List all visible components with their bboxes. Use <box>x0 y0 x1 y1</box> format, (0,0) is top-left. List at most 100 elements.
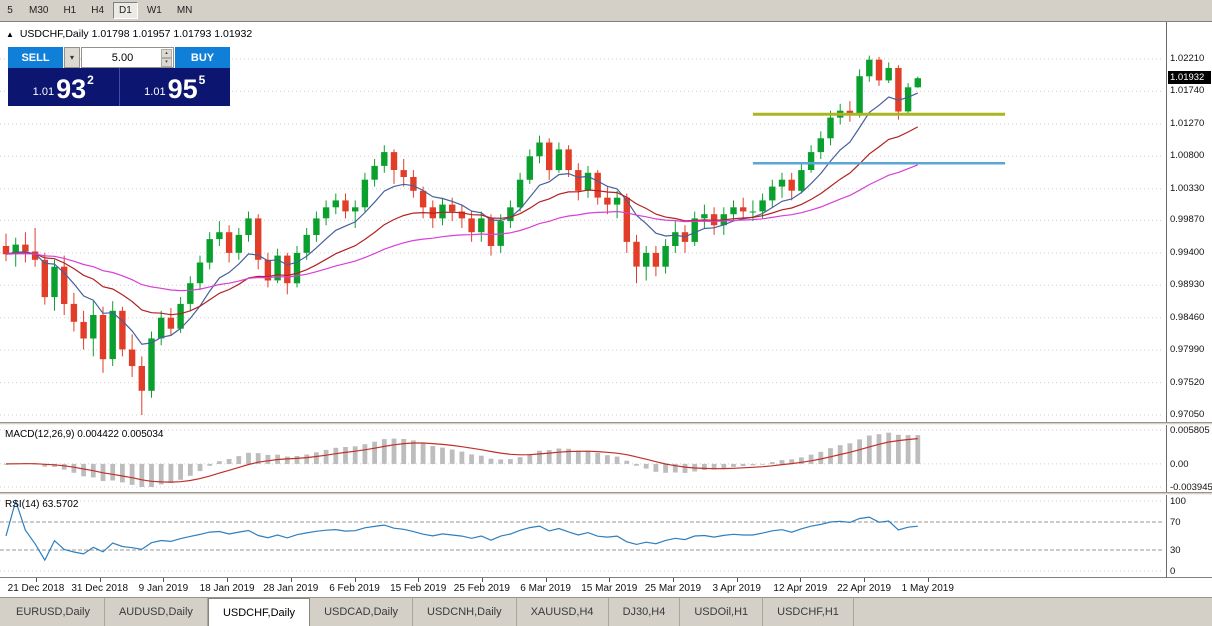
timeframe-button-h1[interactable]: H1 <box>63 5 77 16</box>
panel-splitter[interactable] <box>0 422 1212 425</box>
timeframe-button-d1[interactable]: D1 <box>113 2 138 19</box>
lot-dropdown-button[interactable]: ▾ <box>64 47 80 68</box>
rsi-axis[interactable]: 100 70 30 0 <box>1166 495 1212 577</box>
one-click-trading-panel: SELL ▾ ▴ ▾ BUY 1.01 93 2 <box>8 47 230 106</box>
buy-price-prefix: 1.01 <box>144 86 166 98</box>
price-axis-label: 1.00800 <box>1170 150 1205 162</box>
time-tick <box>545 578 547 582</box>
buy-price[interactable]: 1.01 95 5 <box>120 68 231 106</box>
time-tick <box>673 578 674 582</box>
time-tick <box>481 578 483 582</box>
price-axis-label: 0.97520 <box>1170 376 1205 388</box>
tab-xauusd-h4[interactable]: XAUUSD,H4 <box>517 598 609 626</box>
date-label: 31 Dec 2018 <box>71 583 129 594</box>
date-label: 25 Mar 2019 <box>644 583 702 594</box>
time-tick <box>418 578 420 582</box>
date-label: 25 Feb 2019 <box>453 583 510 594</box>
date-label: 6 Feb 2019 <box>329 583 380 594</box>
trade-controls-row: SELL ▾ ▴ ▾ BUY <box>8 47 230 68</box>
volume-up-button[interactable]: ▴ <box>161 49 172 58</box>
time-tick <box>609 578 611 582</box>
sell-price-prefix: 1.01 <box>32 86 55 98</box>
date-label: 1 May 2019 <box>901 583 954 594</box>
timeframe-button-mn[interactable]: MN <box>176 5 193 16</box>
time-tick <box>354 578 356 582</box>
time-tick <box>800 578 802 582</box>
date-label: 6 Mar 2019 <box>520 583 571 594</box>
macd-panel: MACD(12,26,9) 0.004422 0.005034 0.005805… <box>0 425 1212 493</box>
price-axis-label: 0.98460 <box>1170 311 1205 323</box>
date-label: 15 Feb 2019 <box>390 583 447 594</box>
rsi-axis-label: 70 <box>1170 517 1181 528</box>
price-axis-label: 1.01740 <box>1170 85 1205 97</box>
date-label: 22 Apr 2019 <box>837 583 892 594</box>
time-tick <box>163 578 165 582</box>
time-tick <box>227 578 229 582</box>
tab-audusd-daily[interactable]: AUDUSD,Daily <box>105 598 208 626</box>
volume-input[interactable] <box>82 48 173 67</box>
tab-eurusd-daily[interactable]: EURUSD,Daily <box>2 598 105 626</box>
timeframe-button-h4[interactable]: H4 <box>91 5 105 16</box>
macd-label: MACD(12,26,9) 0.004422 0.005034 <box>5 429 163 440</box>
macd-axis-label: -0.003945 <box>1170 482 1212 493</box>
timeframe-button-m30[interactable]: M30 <box>29 5 49 16</box>
chart-ohlc-header: ▲ USDCHF,Daily 1.01798 1.01957 1.01793 1… <box>6 28 252 40</box>
bid-ask-panel: 1.01 93 2 1.01 95 5 <box>8 68 230 106</box>
rsi-panel: RSI(14) 63.5702 100 70 30 0 <box>0 495 1212 577</box>
time-axis[interactable]: 21 Dec 2018 31 Dec 2018 9 Jan 2019 18 Jan 2… <box>0 577 1212 597</box>
sell-button[interactable]: SELL <box>8 47 63 68</box>
chart-symbol: USDCHF,Daily <box>19 28 89 40</box>
rsi-axis-label: 100 <box>1170 496 1186 507</box>
buy-button[interactable]: BUY <box>175 47 230 68</box>
macd-chart[interactable] <box>0 425 1166 492</box>
chart-tabs-bar: EURUSD,Daily AUDUSD,Daily USDCHF,Daily USDC… <box>0 597 1212 626</box>
chart-ohlc-values: 1.01798 1.01957 1.01793 1.01932 <box>91 28 253 40</box>
time-tick <box>99 578 101 582</box>
price-axis-label: 1.02210 <box>1170 53 1205 64</box>
timeframe-toolbar: 5 M30 H1 H4 D1 W1 MN <box>0 0 1212 21</box>
rsi-name: RSI(14) <box>5 499 40 510</box>
time-tick <box>36 578 37 582</box>
macd-axis[interactable]: 0.005805 0.00 -0.003945 <box>1166 425 1212 493</box>
price-axis-label: 0.98930 <box>1170 279 1205 291</box>
tab-dj30-h4[interactable]: DJ30,H4 <box>609 598 681 626</box>
date-label: 28 Jan 2019 <box>263 583 319 594</box>
macd-values: 0.004422 0.005034 <box>77 429 164 440</box>
time-tick <box>927 578 929 582</box>
price-axis-label: 1.00330 <box>1170 182 1205 194</box>
tab-usdchf-h1[interactable]: USDCHF,H1 <box>763 598 854 626</box>
macd-name: MACD(12,26,9) <box>5 429 75 440</box>
price-axis[interactable]: 1.02210 1.01740 1.01270 1.00800 1.00330 0.998… <box>1166 22 1212 422</box>
sell-price-big: 93 <box>56 74 87 105</box>
tab-usdchf-daily[interactable]: USDCHF,Daily <box>207 598 311 626</box>
time-tick <box>864 578 866 582</box>
macd-axis-label: 0.005805 <box>1170 425 1210 436</box>
price-axis-label: 1.01270 <box>1170 117 1205 129</box>
date-label: 15 Mar 2019 <box>581 583 638 594</box>
volume-down-button[interactable]: ▾ <box>161 58 172 67</box>
tab-usdoil-h1[interactable]: USDOil,H1 <box>680 598 764 626</box>
date-label: 21 Dec 2018 <box>7 583 65 594</box>
volume-field: ▴ ▾ <box>81 47 174 68</box>
candlestick-chart[interactable] <box>0 22 1166 423</box>
main-chart-panel: ▲ USDCHF,Daily 1.01798 1.01957 1.01793 1… <box>0 21 1212 422</box>
price-axis-label: 0.97990 <box>1170 344 1205 356</box>
price-axis-label: 0.99400 <box>1170 246 1205 258</box>
timeframe-button-5[interactable]: 5 <box>7 5 13 16</box>
panel-splitter[interactable] <box>0 492 1212 495</box>
timeframe-button-w1[interactable]: W1 <box>146 5 162 16</box>
time-tick <box>290 578 292 582</box>
tab-usdcnh-daily[interactable]: USDCNH,Daily <box>413 598 517 626</box>
buy-price-pip: 5 <box>198 73 206 87</box>
date-label: 18 Jan 2019 <box>199 583 255 594</box>
rsi-chart[interactable] <box>0 495 1166 577</box>
up-arrow-icon: ▲ <box>6 30 14 39</box>
rsi-axis-label: 0 <box>1170 566 1176 577</box>
rsi-label: RSI(14) 63.5702 <box>5 499 78 510</box>
volume-spinner: ▴ ▾ <box>161 49 172 67</box>
buy-price-big: 95 <box>167 74 198 105</box>
tab-usdcad-daily[interactable]: USDCAD,Daily <box>310 598 414 626</box>
time-tick <box>736 578 738 582</box>
sell-price[interactable]: 1.01 93 2 <box>8 68 119 106</box>
